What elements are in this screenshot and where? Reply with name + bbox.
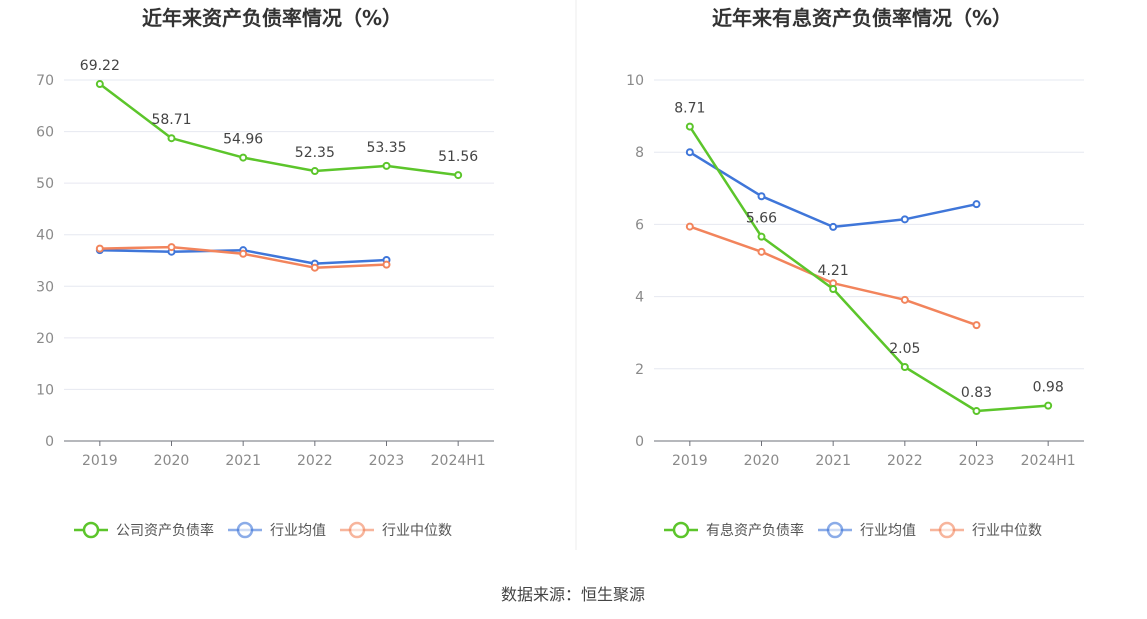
data-point <box>900 362 909 371</box>
legend-marker <box>938 521 956 539</box>
data-label: 8.71 <box>674 101 705 117</box>
data-point <box>685 148 694 157</box>
legend-item: 行业均值 <box>818 521 916 539</box>
x-tick-label: 2021 <box>225 453 261 469</box>
legend-label: 行业中位数 <box>382 523 452 539</box>
y-tick-label: 60 <box>36 125 54 141</box>
data-point <box>900 295 909 304</box>
y-tick-label: 20 <box>36 331 54 347</box>
y-tick-label: 40 <box>36 228 54 244</box>
data-point <box>95 244 104 253</box>
data-point <box>900 215 909 224</box>
data-label: 0.98 <box>1033 380 1064 396</box>
chart-interest-bearing-debt-ratio: 近年来有息资产负债率情况（%） 0 2 4 6 8 10 2019 2020 2021 2022 20… <box>626 6 1084 539</box>
legend-marker <box>672 521 690 539</box>
legend-marker <box>82 521 100 539</box>
y-tick-label: 30 <box>36 279 54 295</box>
y-tick-label: 6 <box>635 217 644 233</box>
x-tick-label: 2019 <box>82 453 118 469</box>
data-source-note: 数据来源：恒生聚源 <box>501 585 645 604</box>
y-tick-label: 8 <box>635 145 644 161</box>
x-tick-label: 2022 <box>297 453 333 469</box>
x-tick-label: 2022 <box>887 453 923 469</box>
data-point <box>972 200 981 209</box>
chart-debt-ratio: 近年来资产负债率情况（%） 0 10 20 30 40 50 60 70 2019 2020 2021… <box>36 6 494 539</box>
data-point <box>239 249 248 258</box>
data-point <box>167 243 176 252</box>
legend-item: 有息资产负债率 <box>664 521 804 539</box>
legend-label: 行业均值 <box>860 523 916 539</box>
data-label: 54.96 <box>223 132 263 148</box>
data-point <box>382 260 391 269</box>
x-tick-label: 2023 <box>959 453 995 469</box>
x-tick-label: 2021 <box>815 453 851 469</box>
legend-label: 行业中位数 <box>972 523 1042 539</box>
data-point <box>757 232 766 241</box>
y-tick-label: 70 <box>36 73 54 89</box>
legend-label: 公司资产负债率 <box>116 522 214 539</box>
y-tick-label: 10 <box>36 382 54 398</box>
x-tick-label: 2024H1 <box>431 453 486 469</box>
data-label: 69.22 <box>80 58 120 74</box>
y-tick-label: 2 <box>635 362 644 378</box>
data-point <box>382 161 391 170</box>
data-point <box>685 122 694 131</box>
data-point <box>757 192 766 201</box>
series-line <box>689 151 977 229</box>
legend-item: 公司资产负债率 <box>74 521 214 539</box>
legend-label: 行业均值 <box>270 523 326 539</box>
data-point <box>167 134 176 143</box>
legend-marker <box>236 521 254 539</box>
y-tick-label: 4 <box>635 290 644 306</box>
series-line <box>688 125 1049 413</box>
data-point <box>972 407 981 416</box>
legend-label: 有息资产负债率 <box>706 522 804 539</box>
data-point <box>239 153 248 162</box>
data-point <box>310 167 319 176</box>
data-point <box>829 222 838 231</box>
data-label: 2.05 <box>889 341 920 357</box>
data-point <box>972 321 981 330</box>
legend-item: 行业均值 <box>228 521 326 539</box>
x-tick-label: 2020 <box>154 453 190 469</box>
x-tick-label: 2024H1 <box>1021 453 1076 469</box>
chart-title: 近年来资产负债率情况（%） <box>142 6 402 30</box>
data-label: 4.21 <box>818 263 849 279</box>
y-tick-label: 50 <box>36 176 54 192</box>
data-label: 53.35 <box>366 140 406 156</box>
chart-title: 近年来有息资产负债率情况（%） <box>712 6 1012 30</box>
legend-marker <box>348 521 366 539</box>
data-label: 5.66 <box>746 211 777 227</box>
legend-marker <box>826 521 844 539</box>
x-tick-label: 2023 <box>369 453 405 469</box>
data-point <box>685 222 694 231</box>
y-tick-label: 0 <box>45 434 54 450</box>
data-point <box>95 80 104 89</box>
data-point <box>757 247 766 256</box>
data-point <box>829 285 838 294</box>
legend-item: 行业中位数 <box>930 521 1042 539</box>
data-point <box>1044 401 1053 410</box>
y-tick-label: 10 <box>626 73 644 89</box>
data-label: 51.56 <box>438 149 478 165</box>
data-label: 0.83 <box>961 385 992 401</box>
series-line <box>99 83 459 177</box>
x-tick-label: 2020 <box>744 453 780 469</box>
legend-item: 行业中位数 <box>340 521 452 539</box>
x-tick-label: 2019 <box>672 453 708 469</box>
data-label: 58.71 <box>151 112 191 128</box>
data-point <box>310 263 319 272</box>
y-tick-label: 0 <box>635 434 644 450</box>
data-point <box>454 171 463 180</box>
data-label: 52.35 <box>295 145 335 161</box>
